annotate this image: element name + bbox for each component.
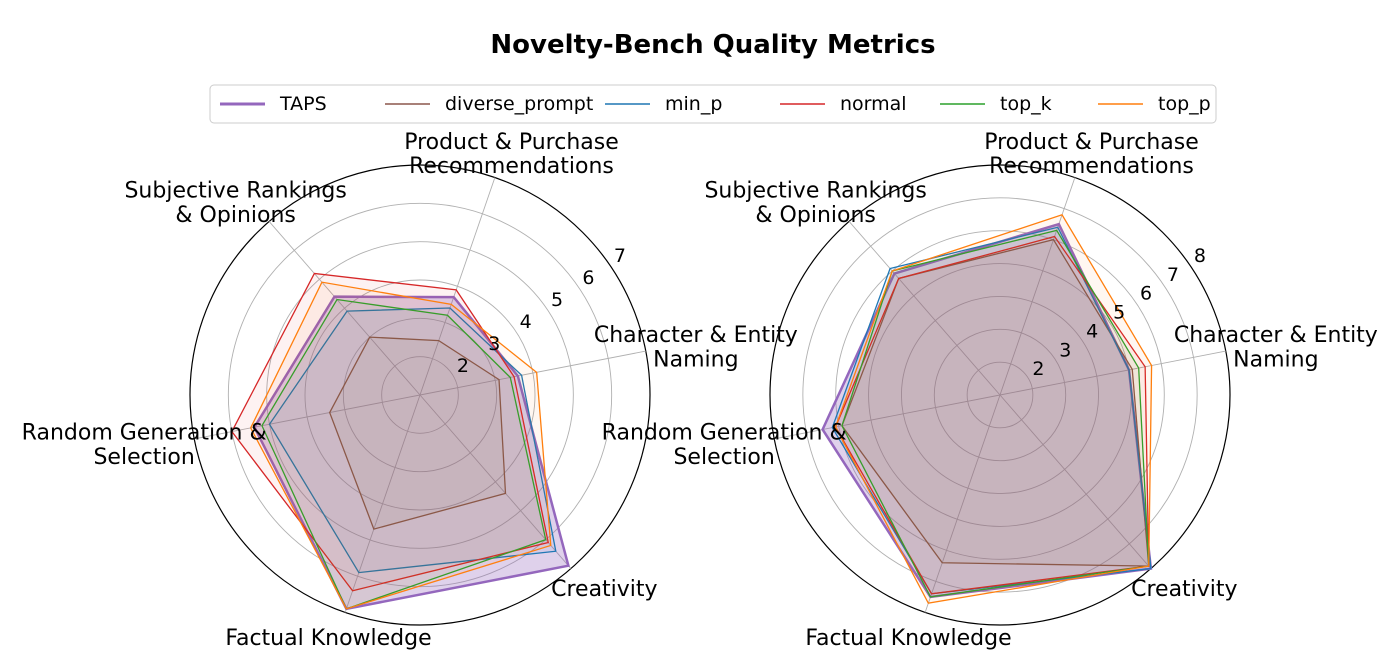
grid-ring (304, 279, 536, 511)
series-area (231, 273, 549, 591)
outer-ring (769, 164, 1231, 626)
radial-tick-label: 7 (1167, 264, 1179, 286)
radial-tick-label: 2 (1032, 358, 1044, 380)
legend-box (209, 84, 1217, 124)
series-line (249, 281, 552, 610)
category-label: Factual Knowledge (805, 626, 1011, 651)
spoke (344, 394, 421, 613)
radial-tick-label: 3 (1059, 339, 1071, 361)
spoke (419, 177, 496, 396)
series-line (328, 336, 507, 530)
radial-tick-label: 4 (520, 311, 532, 333)
series-area (835, 214, 1152, 604)
category-label: Creativity (1131, 577, 1237, 602)
spoke (774, 394, 1001, 440)
series-line (253, 295, 570, 611)
radial-tick-label: 8 (1194, 245, 1206, 267)
series-line (834, 214, 1153, 604)
grid-ring (933, 328, 1067, 462)
grid-ring (342, 317, 498, 473)
category-label: Character & Entity Naming (594, 323, 798, 372)
category-label: Random Generation & Selection (602, 421, 847, 470)
grid-ring (900, 295, 1100, 495)
legend-label: TAPS (279, 93, 327, 115)
series-area (822, 224, 1151, 597)
category-label: Random Generation & Selection (22, 421, 267, 470)
series-area (841, 230, 1149, 597)
legend-label: top_p (1158, 93, 1211, 115)
radial-tick-label: 5 (1113, 302, 1125, 324)
radial-tick-label: 6 (582, 267, 594, 289)
legend-label: min_p (665, 93, 722, 115)
radial-tick-label: 2 (457, 355, 469, 377)
radial-tick-label: 4 (1086, 320, 1098, 342)
category-label: Factual Knowledge (225, 626, 431, 651)
grid-ring (381, 356, 459, 434)
category-label: Product & Purchase Recommendations (984, 130, 1199, 179)
legend-label: diverse_prompt (445, 93, 593, 115)
radial-tick-label: 5 (551, 289, 563, 311)
grid-ring (835, 230, 1165, 560)
radial-tick-label: 3 (488, 333, 500, 355)
series-area (269, 308, 556, 573)
category-label: Product & Purchase Recommendations (404, 130, 619, 179)
radial-tick-label: 6 (1140, 283, 1152, 305)
spoke (924, 394, 1001, 613)
category-label: Creativity (551, 577, 657, 602)
series-area (835, 236, 1149, 594)
series-area (261, 299, 546, 609)
series-line (231, 272, 550, 592)
category-label: Character & Entity Naming (1174, 323, 1378, 372)
spoke (268, 221, 421, 396)
series-line (831, 226, 1152, 595)
grid-ring (802, 197, 1198, 593)
series-area (841, 239, 1149, 567)
spoke (999, 394, 1152, 569)
legend-label: normal (840, 93, 907, 115)
category-label: Subjective Rankings & Opinions (124, 179, 346, 228)
chart-title: Novelty-Bench Quality Metrics (490, 30, 935, 60)
series-line (261, 298, 547, 610)
series-area (250, 282, 551, 609)
spoke (848, 221, 1001, 396)
legend-label: top_k (1000, 93, 1052, 115)
spoke (999, 350, 1226, 396)
radial-tick-label: 7 (614, 245, 626, 267)
grid-ring (966, 361, 1034, 429)
series-area (832, 227, 1151, 594)
series-line (268, 307, 557, 574)
series-area (329, 337, 506, 530)
category-label: Subjective Rankings & Opinions (704, 179, 926, 228)
spoke (999, 177, 1076, 396)
spoke (419, 350, 646, 396)
outer-ring (189, 164, 651, 626)
